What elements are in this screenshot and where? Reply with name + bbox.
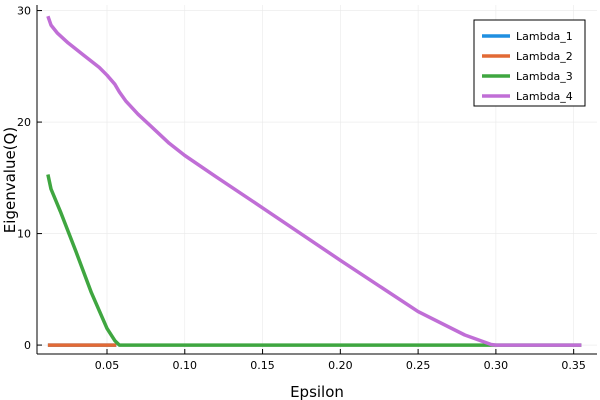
x-tick-label: 0.05 — [95, 359, 120, 372]
legend-entry-label: Lambda_2 — [516, 50, 573, 63]
y-ticks: 0 10 20 30 — [17, 5, 42, 352]
y-tick-label: 10 — [17, 228, 31, 241]
x-tick-label: 0.20 — [328, 359, 353, 372]
x-tick-label: 0.30 — [484, 359, 509, 372]
legend: Lambda_1 Lambda_2 Lambda_3 Lambda_4 — [473, 19, 586, 107]
x-tick-label: 0.25 — [406, 359, 431, 372]
y-tick-label: 0 — [24, 339, 31, 352]
x-ticks: 0.05 0.10 0.15 0.20 0.25 0.30 0.35 — [95, 349, 586, 372]
x-tick-label: 0.35 — [561, 359, 586, 372]
legend-entry-label: Lambda_4 — [516, 90, 573, 103]
y-axis-label: Eigenvalue(Q) — [1, 127, 19, 233]
y-tick-label: 30 — [17, 5, 31, 18]
legend-entry-label: Lambda_3 — [516, 70, 573, 83]
legend-entry-label: Lambda_1 — [516, 30, 573, 43]
series-line-lambda-4 — [46, 15, 582, 347]
axes — [36, 5, 597, 355]
x-tick-label: 0.15 — [250, 359, 275, 372]
y-tick-label: 20 — [17, 116, 31, 129]
series-layer — [46, 15, 582, 347]
x-axis-label: Epsilon — [290, 383, 344, 400]
series-line-lambda-3 — [46, 174, 582, 347]
x-tick-label: 0.10 — [173, 359, 198, 372]
